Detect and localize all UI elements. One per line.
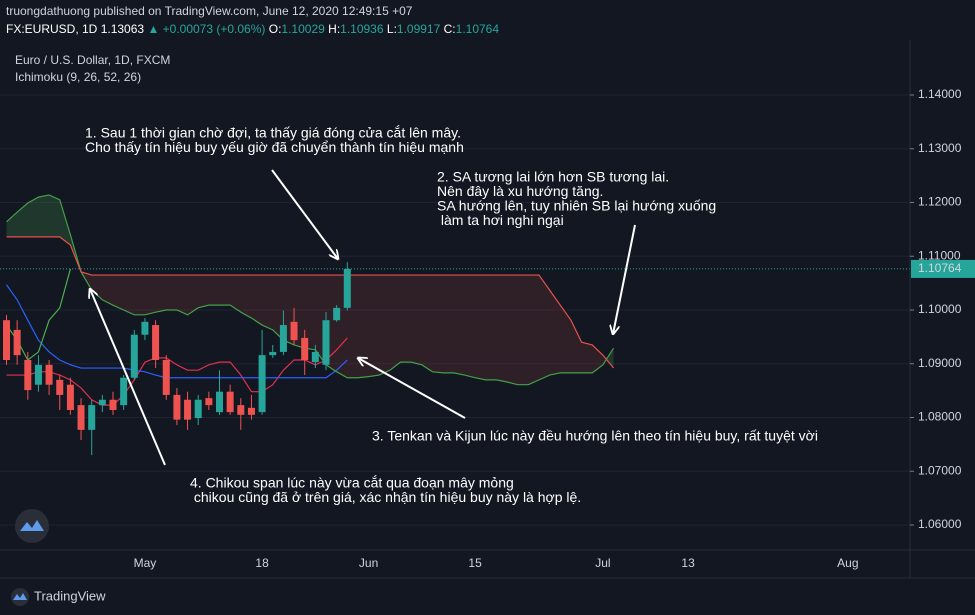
watermark-logo bbox=[15, 509, 49, 543]
candle-body bbox=[258, 355, 266, 413]
y-tick-label: 1.12000 bbox=[918, 195, 962, 209]
low-label: L: bbox=[387, 22, 397, 36]
close-value: 1.10764 bbox=[456, 22, 500, 36]
indicator-line bbox=[6, 284, 348, 379]
publisher: truongdathuong published on TradingView.… bbox=[6, 4, 413, 18]
candle-body bbox=[13, 329, 21, 356]
annotation: Nên đây là xu hướng tăng. bbox=[437, 183, 603, 199]
candle-body bbox=[77, 405, 85, 430]
open-label: O: bbox=[269, 22, 282, 36]
candle-body bbox=[98, 399, 106, 406]
candle-body bbox=[194, 399, 202, 419]
candle-body bbox=[162, 359, 170, 395]
arrow bbox=[358, 358, 466, 419]
candle-body bbox=[290, 321, 298, 341]
candle-body bbox=[322, 320, 330, 365]
candle-body bbox=[130, 334, 138, 378]
x-tick-label: Aug bbox=[837, 556, 858, 570]
brand: TradingView bbox=[34, 588, 106, 603]
x-tick-label: 15 bbox=[468, 556, 482, 570]
arrow bbox=[271, 169, 338, 259]
candle-body bbox=[109, 399, 117, 410]
candle-body bbox=[152, 325, 160, 360]
annotation: Cho thấy tín hiệu buy yếu giờ đã chuyển … bbox=[85, 139, 464, 155]
indicator-line bbox=[6, 194, 615, 386]
annotation: 4. Chikou span lúc này vừa cắt qua đoạn … bbox=[190, 475, 514, 491]
candle-body bbox=[279, 325, 287, 352]
candle-body bbox=[173, 394, 181, 420]
indicator-line bbox=[6, 337, 348, 406]
last-price-box bbox=[911, 259, 975, 278]
indicator-label: Ichimoku (9, 26, 52, 26) bbox=[15, 70, 141, 84]
y-tick-label: 1.06000 bbox=[918, 517, 962, 531]
candle-body bbox=[45, 364, 53, 385]
x-tick-label: May bbox=[134, 556, 157, 570]
candle-body bbox=[24, 359, 32, 391]
y-tick-label: 1.13000 bbox=[918, 141, 962, 155]
footer-logo bbox=[11, 588, 29, 606]
y-tick-label: 1.14000 bbox=[918, 87, 962, 101]
change: ▲ +0.00073 (+0.06%) bbox=[147, 22, 265, 36]
candle-body bbox=[205, 398, 213, 406]
y-tick-label: 1.09000 bbox=[918, 356, 962, 370]
y-tick-label: 1.10000 bbox=[918, 302, 962, 316]
y-tick-label: 1.07000 bbox=[918, 463, 962, 477]
candle-body bbox=[3, 320, 10, 360]
candle-body bbox=[247, 407, 255, 415]
y-tick-label: 1.11000 bbox=[918, 248, 961, 262]
annotation: 2. SA tương lai lớn hơn SB tương lai. bbox=[437, 169, 669, 185]
annotation: làm ta hơi nghi ngại bbox=[437, 212, 564, 228]
close-label: C: bbox=[444, 22, 456, 36]
candle-body bbox=[237, 405, 245, 415]
annotation-arrows bbox=[90, 169, 636, 466]
indicator-line bbox=[6, 236, 615, 369]
candle-body bbox=[226, 391, 234, 413]
symbol: FX:EURUSD, 1D bbox=[6, 22, 98, 36]
candle-body bbox=[269, 351, 277, 356]
y-tick-label: 1.08000 bbox=[918, 410, 962, 424]
candle-body bbox=[66, 384, 74, 410]
price: 1.13063 bbox=[101, 22, 145, 36]
x-tick-label: Jul bbox=[595, 556, 610, 570]
candle-body bbox=[56, 379, 64, 395]
annotation: 1. Sau 1 thời gian chờ đợi, ta thấy giá … bbox=[85, 125, 461, 141]
annotation: chikou cũng đã ở trên giá, xác nhận tín … bbox=[190, 489, 581, 505]
x-tick-label: Jun bbox=[359, 556, 378, 570]
open-value: 1.10029 bbox=[281, 22, 325, 36]
plot-area bbox=[0, 94, 910, 526]
annotation: 3. Tenkan và Kijun lúc này đều hướng lên… bbox=[372, 428, 818, 444]
low-value: 1.09917 bbox=[397, 22, 441, 36]
x-tick-label: 18 bbox=[255, 556, 269, 570]
candle-body bbox=[34, 364, 42, 385]
arrow bbox=[90, 289, 166, 466]
candle-body bbox=[120, 377, 128, 406]
candle-body bbox=[88, 405, 96, 430]
candle-body bbox=[343, 268, 351, 308]
high-value: 1.10936 bbox=[340, 22, 384, 36]
candle-body bbox=[333, 307, 341, 321]
x-tick-label: 13 bbox=[681, 556, 695, 570]
candle-body bbox=[184, 399, 192, 420]
chart-title: Euro / U.S. Dollar, 1D, FXCM bbox=[15, 53, 170, 67]
candle-body bbox=[216, 391, 223, 413]
last-price-label: 1.10764 bbox=[918, 261, 962, 275]
cloud-bearish bbox=[6, 236, 614, 385]
symbol-line: FX:EURUSD, 1D 1.13063 ▲ +0.00073 (+0.06%… bbox=[6, 22, 499, 36]
annotation: SA hướng lên, tuy nhiên SB lại hướng xuố… bbox=[437, 198, 716, 214]
candle-body bbox=[301, 337, 309, 360]
arrow bbox=[613, 224, 636, 334]
candle-body bbox=[141, 321, 149, 335]
high-label: H: bbox=[328, 22, 340, 36]
candle-body bbox=[311, 351, 319, 363]
